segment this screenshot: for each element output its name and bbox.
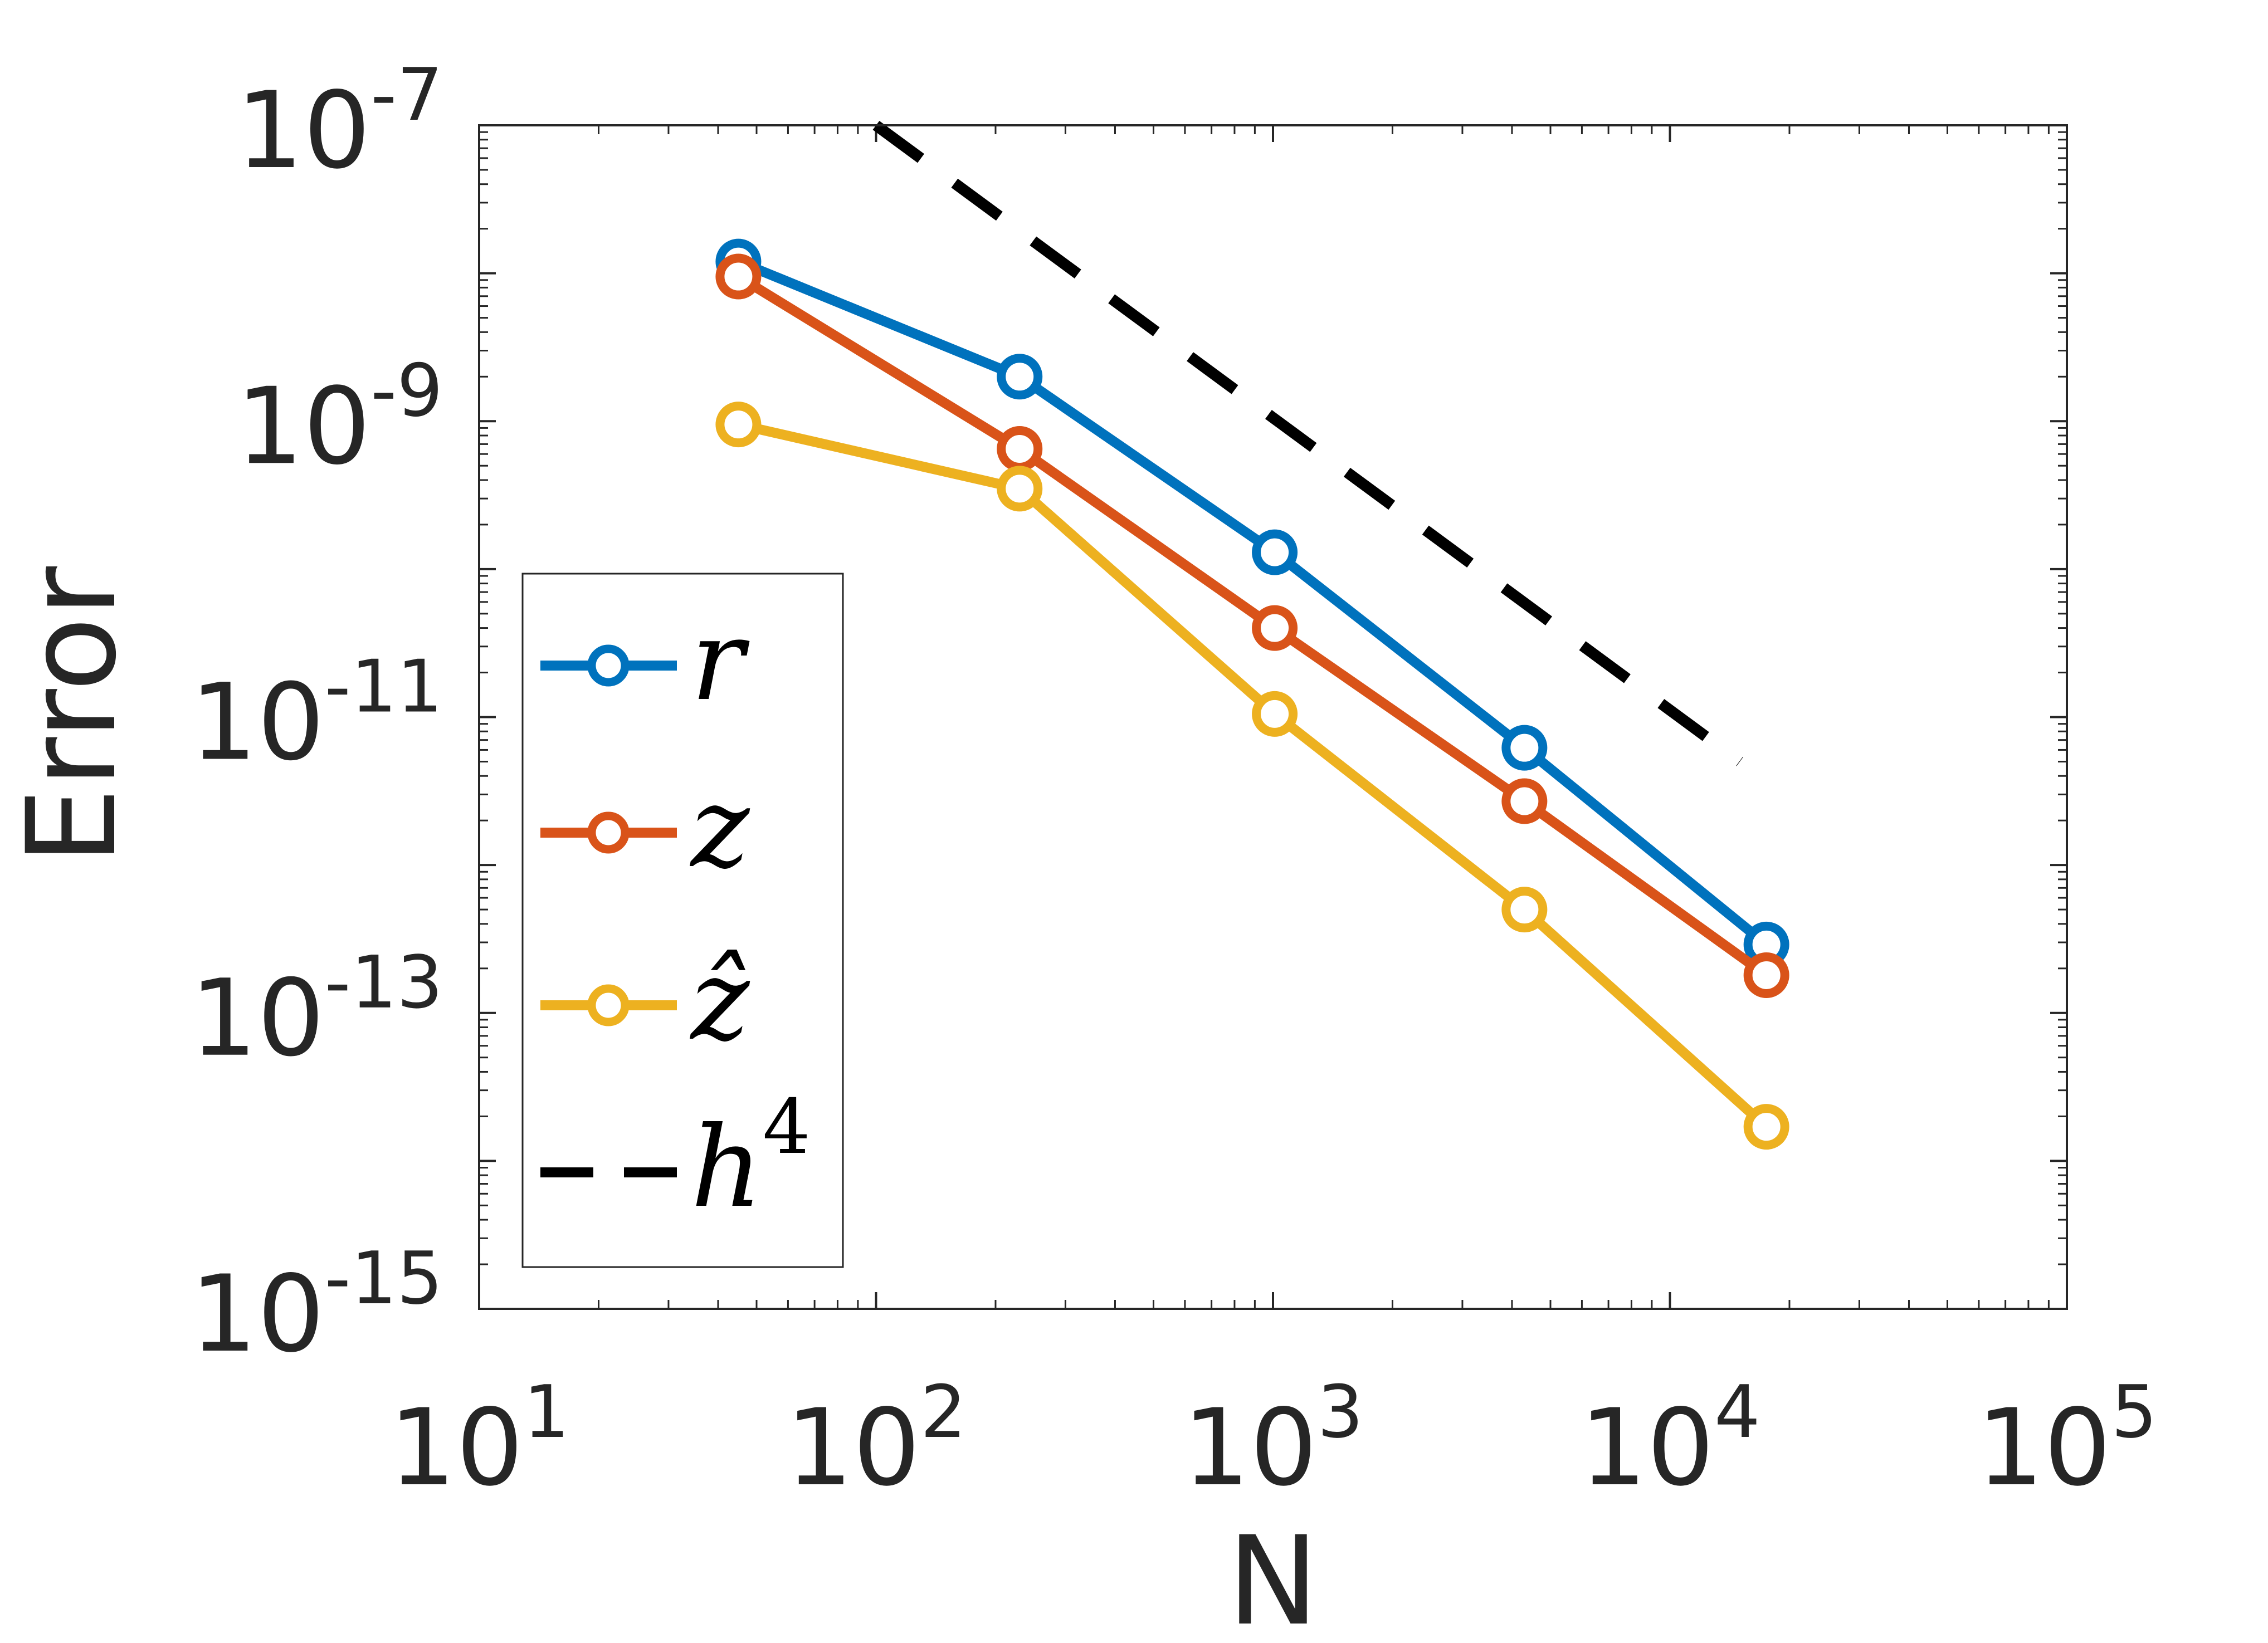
y-tick-label: 10-9 (236, 348, 443, 488)
data-point (715, 402, 762, 448)
legend-item: r (540, 596, 750, 726)
data-point (997, 354, 1043, 400)
x-tick-labels: 101 102 103 104 105 (389, 1370, 2158, 1509)
legend-box (521, 573, 844, 1268)
x-tick-label: 105 (1977, 1370, 2158, 1509)
x-tick-label: 101 (389, 1370, 570, 1509)
y-tick-label: 10-11 (190, 644, 443, 784)
legend-item: z (540, 763, 750, 893)
legend: rzẑ h4 (521, 573, 844, 1268)
data-point (1743, 952, 1789, 998)
plot-frame (478, 124, 2068, 1310)
data-point (1501, 887, 1548, 933)
legend-label: r (691, 596, 750, 726)
minor-ticks (479, 125, 2067, 1309)
y-tick-label: 10-7 (236, 52, 443, 192)
data-point (1501, 778, 1548, 824)
legend-marker (587, 811, 630, 854)
legend-item: h4 (540, 1083, 811, 1233)
legend-label: h4 (691, 1083, 811, 1233)
series-4 (872, 120, 1743, 766)
series-line (872, 120, 1743, 766)
legend-marker (587, 644, 630, 687)
x-tick-label: 102 (786, 1370, 967, 1509)
data-point (1252, 605, 1298, 651)
data-point (1743, 1104, 1789, 1150)
legend-label: z (690, 763, 750, 893)
y-tick-label: 10-15 (190, 1236, 443, 1376)
data-point (1252, 529, 1298, 575)
data-point (997, 426, 1043, 472)
y-tick-label: 10-13 (190, 940, 443, 1080)
series-layer (715, 120, 1789, 1150)
data-point (997, 466, 1043, 512)
x-axis-label: N (1227, 1510, 1319, 1643)
y-axis-label: Error (1, 566, 143, 865)
series-2 (715, 253, 1789, 998)
data-point (1252, 691, 1298, 737)
y-tick-labels: 10-7 10-9 10-11 10-13 10-15 (190, 52, 443, 1376)
series-3 (715, 402, 1789, 1150)
legend-label: ẑ (690, 936, 750, 1065)
x-tick-label: 104 (1579, 1370, 1760, 1509)
x-tick-label: 103 (1183, 1370, 1364, 1509)
data-point (1501, 725, 1548, 771)
data-point (715, 253, 762, 300)
legend-marker (587, 984, 630, 1026)
legend-item: ẑ (540, 936, 750, 1065)
